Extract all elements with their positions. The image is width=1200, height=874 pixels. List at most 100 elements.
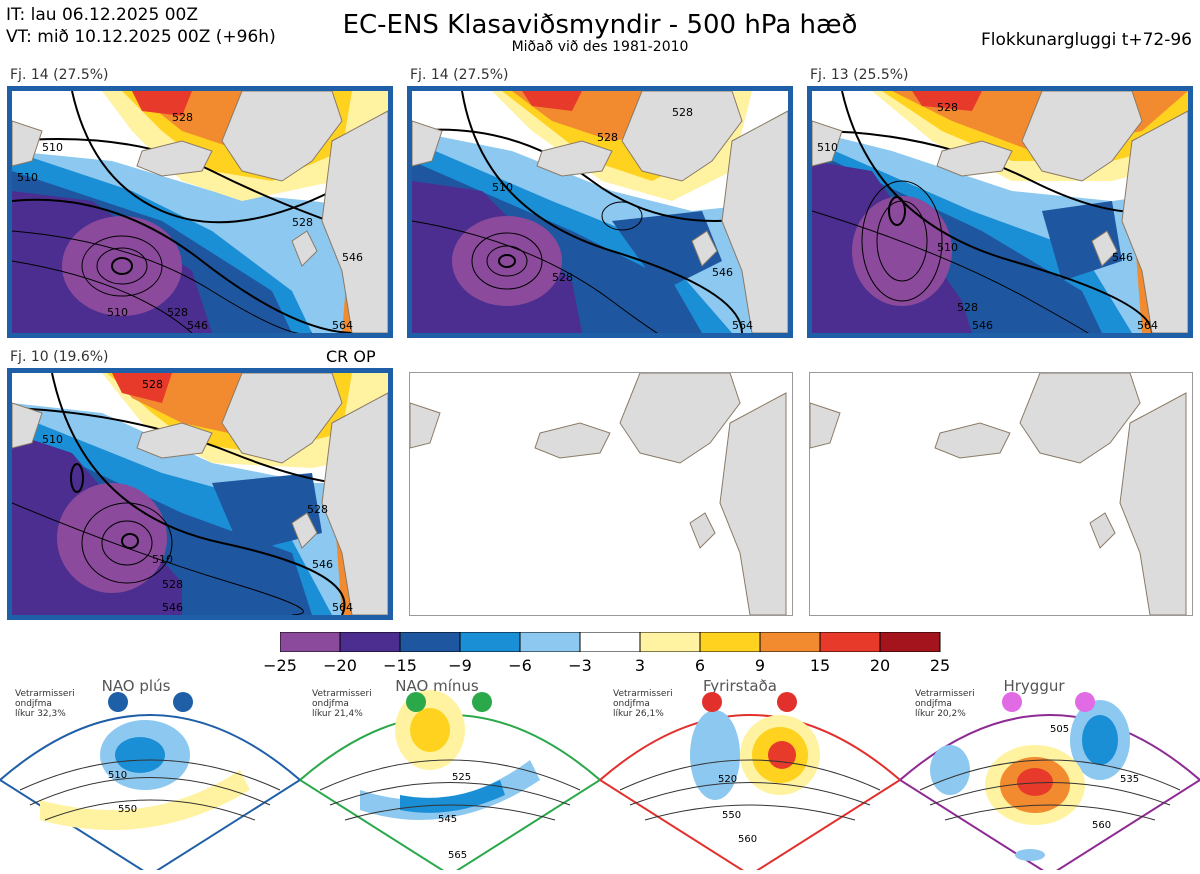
regime-note: Vetrarmisseri ondjfma líkur 20,2%	[915, 689, 975, 719]
contour-label: 510	[42, 433, 63, 446]
empty-map-5	[409, 372, 793, 616]
colorbar-tick-label: 9	[754, 656, 766, 675]
contour-label: 528	[937, 101, 958, 114]
regime-ridge-svg: 505 535 560	[898, 700, 1200, 874]
contour-label: 546	[187, 319, 208, 332]
colorbar-tick-label: −9	[448, 656, 472, 675]
dot-icon	[108, 692, 128, 712]
contour-label: 528	[292, 216, 313, 229]
regime-contour-label: 560	[738, 834, 757, 845]
regime-contour-label: 550	[722, 810, 741, 821]
regime-blocking: 520 550 560	[598, 670, 902, 874]
contour-label: 564	[732, 319, 753, 332]
contour-label: 528	[597, 131, 618, 144]
regime-contour-label: 520	[718, 774, 737, 785]
contour-label: 546	[972, 319, 993, 332]
contour-label: 528	[172, 111, 193, 124]
colorbar-segment	[399, 631, 461, 653]
colorbar-tick-label: 6	[694, 656, 706, 675]
cluster-map-1-svg: 510 528 510 546 528 510 528 546 564	[12, 91, 388, 333]
regime-dots	[108, 692, 1095, 712]
colorbar-segment	[879, 631, 941, 653]
contour-label: 546	[712, 266, 733, 279]
regime-title: Fyrirstaða	[703, 677, 777, 695]
regime-contour-label: 525	[452, 772, 471, 783]
cluster-map-4-svg: 528 510 510 528 546 528 546 564	[12, 373, 388, 615]
empty-map-6	[809, 372, 1193, 616]
regime-contour-label: 505	[1050, 724, 1069, 735]
panel-4-label: Fj. 10 (19.6%)	[10, 349, 109, 365]
dot-icon	[1002, 692, 1022, 712]
regime-contour-label: 565	[448, 850, 467, 861]
header-info: IT: lau 06.12.2025 00Z VT: mið 10.12.202…	[6, 4, 276, 48]
regime-nao-plus: 510 550	[0, 670, 302, 874]
regime-contour-label: 550	[118, 804, 137, 815]
colorbar-tick-label: −6	[508, 656, 532, 675]
contour-label: 528	[957, 301, 978, 314]
contour-label: 528	[167, 306, 188, 319]
empty-map-5-svg	[410, 373, 792, 615]
contour-label: 510	[492, 181, 513, 194]
dot-icon	[777, 692, 797, 712]
colorbar-segment	[819, 631, 881, 653]
classification-window: Flokkunargluggi t+72-96	[980, 30, 1192, 50]
colorbar-segment	[579, 631, 641, 653]
contour-label: 510	[937, 241, 958, 254]
dot-icon	[702, 692, 722, 712]
colorbar-tick-label: −15	[383, 656, 417, 675]
contour-label: 546	[1112, 251, 1133, 264]
colorbar-tick-label: −25	[263, 656, 297, 675]
contour-label: 528	[307, 503, 328, 516]
colorbar-tick-label: 15	[809, 656, 831, 675]
cluster-map-3: 510 528 510 528 546 546 564	[807, 86, 1193, 338]
regime-title: NAO mínus	[395, 677, 479, 695]
regime-note: Vetrarmisseri ondjfma líkur 26,1%	[613, 689, 673, 719]
contour-label: 564	[332, 601, 353, 614]
regime-nao-plus-svg: 510 550	[0, 714, 302, 874]
contour-label: 510	[17, 171, 38, 184]
cluster-map-1: 510 528 510 546 528 510 528 546 564	[7, 86, 393, 338]
colorbar-tick-label: 20	[869, 656, 891, 675]
regime-note: Vetrarmisseri ondjfma líkur 32,3%	[15, 689, 75, 719]
colorbar-tick-label: −20	[323, 656, 357, 675]
empty-map-6-svg	[810, 373, 1192, 615]
colorbar	[279, 631, 942, 656]
contour-label: 528	[162, 578, 183, 591]
panel-3-label: Fj. 13 (25.5%)	[810, 67, 909, 83]
contour-label: 510	[42, 141, 63, 154]
contour-label: 546	[342, 251, 363, 264]
contour-label: 528	[672, 106, 693, 119]
contour-label: 510	[107, 306, 128, 319]
initial-time: IT: lau 06.12.2025 00Z	[6, 5, 198, 25]
dot-icon	[173, 692, 193, 712]
page-subtitle: Miðað við des 1981-2010	[511, 39, 689, 55]
contour-label: 528	[552, 271, 573, 284]
panel-2-label: Fj. 14 (27.5%)	[410, 67, 509, 83]
colorbar-segment	[699, 631, 761, 653]
contour-label: 510	[817, 141, 838, 154]
colorbar-tick-label: 25	[929, 656, 951, 675]
cluster-map-2-svg: 510 528 528 546 528 564	[412, 91, 788, 333]
contour-label: 510	[152, 553, 173, 566]
regime-note: Vetrarmisseri ondjfma líkur 21,4%	[312, 689, 372, 719]
colorbar-segment	[759, 631, 821, 653]
regime-contour-label: 545	[438, 814, 457, 825]
dot-icon	[406, 692, 426, 712]
regime-title: NAO plús	[101, 677, 171, 695]
regime-contour-label: 510	[108, 770, 127, 781]
valid-time: VT: mið 10.12.2025 00Z (+96h)	[6, 27, 276, 47]
contour-label: 564	[1137, 319, 1158, 332]
regime-contour-label: 560	[1092, 820, 1111, 831]
regime-contour-label: 535	[1120, 774, 1139, 785]
dot-icon	[1075, 692, 1095, 712]
colorbar-segment	[639, 631, 701, 653]
panel-4-extra: CR OP	[326, 347, 376, 366]
colorbar-tick-label: −3	[568, 656, 592, 675]
panel-1-label: Fj. 14 (27.5%)	[10, 67, 109, 83]
regime-blocking-svg: 520 550 560	[598, 710, 902, 874]
cluster-map-3-svg: 510 528 510 528 546 546 564	[812, 91, 1188, 333]
colorbar-segment	[459, 631, 521, 653]
contour-label: 546	[162, 601, 183, 614]
cluster-map-2: 510 528 528 546 528 564	[407, 86, 793, 338]
contour-label: 528	[142, 378, 163, 391]
